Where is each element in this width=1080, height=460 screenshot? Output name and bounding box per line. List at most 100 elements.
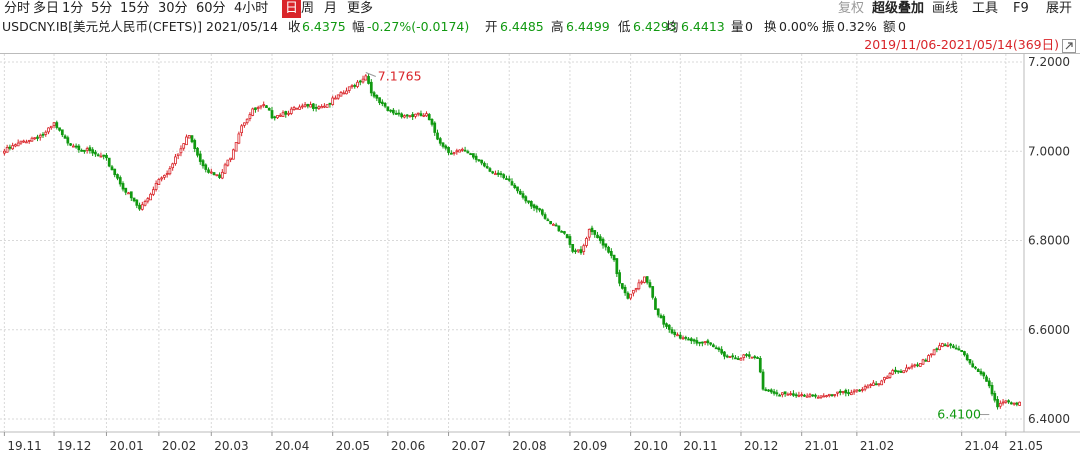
- candle-body: [160, 177, 163, 180]
- period-tab-7[interactable]: 4小时: [234, 1, 269, 16]
- period-tab-11[interactable]: 更多: [347, 1, 374, 16]
- candle-body: [449, 152, 453, 155]
- candle-body: [543, 214, 547, 219]
- candle-body: [684, 336, 688, 339]
- info-bar: USDCNY.IB[美元兑人民币(CFETS)] 2021/05/14 收 6.…: [0, 18, 1080, 36]
- candle-body: [270, 110, 274, 119]
- candle-body: [634, 288, 638, 291]
- candle-body: [276, 115, 279, 119]
- candle-body: [954, 347, 958, 350]
- candle-body: [116, 174, 119, 179]
- expand-range-icon[interactable]: [1062, 38, 1076, 53]
- date-range-selector[interactable]: 2019/11/06-2021/05/14(369日): [864, 37, 1076, 53]
- candle-body: [458, 149, 461, 153]
- candle-body: [913, 364, 917, 367]
- x-tick-label: 19.12: [57, 439, 91, 453]
- fuquan-button[interactable]: 复权: [838, 1, 865, 16]
- candle-body: [179, 148, 183, 154]
- candle-body: [256, 107, 260, 109]
- candle-body: [921, 359, 925, 365]
- period-tab-8[interactable]: 日: [282, 0, 302, 18]
- candle-body: [734, 357, 737, 360]
- toolbar: 分时 多日 1分 5分 15分 30分 60分 4小时日周月更多 复权 超级叠加 画线 工具 F9 展开: [0, 0, 1080, 18]
- period-tab-3[interactable]: 5分: [91, 1, 113, 16]
- candle-body: [1004, 400, 1008, 403]
- candle-body: [521, 193, 525, 198]
- candle-body: [838, 390, 842, 393]
- candle-body: [651, 286, 655, 298]
- candle-body: [444, 145, 448, 149]
- candle-body: [300, 105, 304, 108]
- candle-body: [814, 394, 817, 397]
- candle-body: [94, 151, 97, 155]
- candle-body: [400, 113, 404, 118]
- candle-body: [667, 324, 671, 330]
- expand-button[interactable]: 展开: [1046, 1, 1073, 16]
- candle-body: [499, 173, 503, 175]
- candle-body: [894, 369, 897, 373]
- period-tab-0[interactable]: 分时: [4, 1, 31, 16]
- candle-body: [298, 106, 301, 110]
- candle-body: [44, 131, 48, 135]
- x-tick-label: 20.03: [214, 439, 248, 453]
- overlay-button[interactable]: 超级叠加: [872, 1, 925, 16]
- candle-body: [844, 389, 848, 394]
- candle-body: [571, 244, 575, 252]
- candle-body: [455, 150, 459, 153]
- candle-body: [149, 193, 152, 201]
- candle-body: [110, 166, 114, 171]
- candle-body: [163, 175, 166, 178]
- candle-body: [306, 103, 310, 107]
- candle-body: [187, 135, 191, 139]
- candle-body: [836, 391, 839, 394]
- x-tick-label: 20.06: [391, 439, 425, 453]
- candle-body: [640, 281, 644, 284]
- period-tab-9[interactable]: 周: [301, 1, 315, 16]
- candle-body: [778, 394, 781, 397]
- candle-body: [1007, 400, 1010, 403]
- f9-button[interactable]: F9: [1013, 1, 1029, 16]
- candle-body: [554, 224, 558, 227]
- change-value: -0.27%(-0.0174): [367, 19, 470, 34]
- volume-label: 量: [731, 19, 744, 34]
- candle-body: [852, 390, 856, 393]
- candle-body: [295, 107, 299, 110]
- candle-body: [527, 200, 530, 203]
- x-tick-label: 20.07: [452, 439, 486, 453]
- period-tab-10[interactable]: 月: [324, 1, 338, 16]
- candlestick-chart[interactable]: 7.2000 7.0000 6.8000 6.6000 6.4000 19.11 19.12…: [0, 54, 1080, 460]
- candle-body: [259, 105, 263, 108]
- candle-body: [601, 238, 605, 246]
- candle-body: [132, 197, 136, 202]
- candle-body: [303, 104, 307, 107]
- candle-body: [632, 289, 635, 294]
- candle-body: [629, 293, 632, 299]
- period-tab-5[interactable]: 30分: [158, 1, 188, 16]
- candle-body: [805, 395, 809, 398]
- period-tab-4[interactable]: 15分: [120, 1, 150, 16]
- candle-body: [761, 371, 765, 390]
- candle-body: [717, 347, 721, 351]
- candle-body: [414, 113, 417, 117]
- period-tab-1[interactable]: 多日: [33, 1, 60, 16]
- candle-body: [171, 163, 175, 169]
- candle-body: [943, 344, 947, 347]
- candle-body: [248, 114, 252, 119]
- tools-button[interactable]: 工具: [972, 1, 999, 16]
- draw-line-button[interactable]: 画线: [932, 1, 959, 16]
- candle-body: [143, 201, 147, 206]
- candle-body: [289, 108, 293, 114]
- candle-body: [574, 250, 577, 253]
- period-tab-6[interactable]: 60分: [196, 1, 226, 16]
- candle-body: [71, 145, 75, 148]
- candle-body: [723, 351, 726, 357]
- amount-value: 0: [898, 19, 906, 34]
- candle-body: [563, 231, 566, 234]
- candle-body: [22, 140, 26, 143]
- candle-body: [546, 219, 550, 222]
- candle-body: [736, 358, 740, 360]
- candle-body: [825, 395, 828, 397]
- candle-body: [196, 147, 199, 156]
- period-tab-2[interactable]: 1分: [62, 1, 84, 16]
- candle-body: [645, 276, 649, 283]
